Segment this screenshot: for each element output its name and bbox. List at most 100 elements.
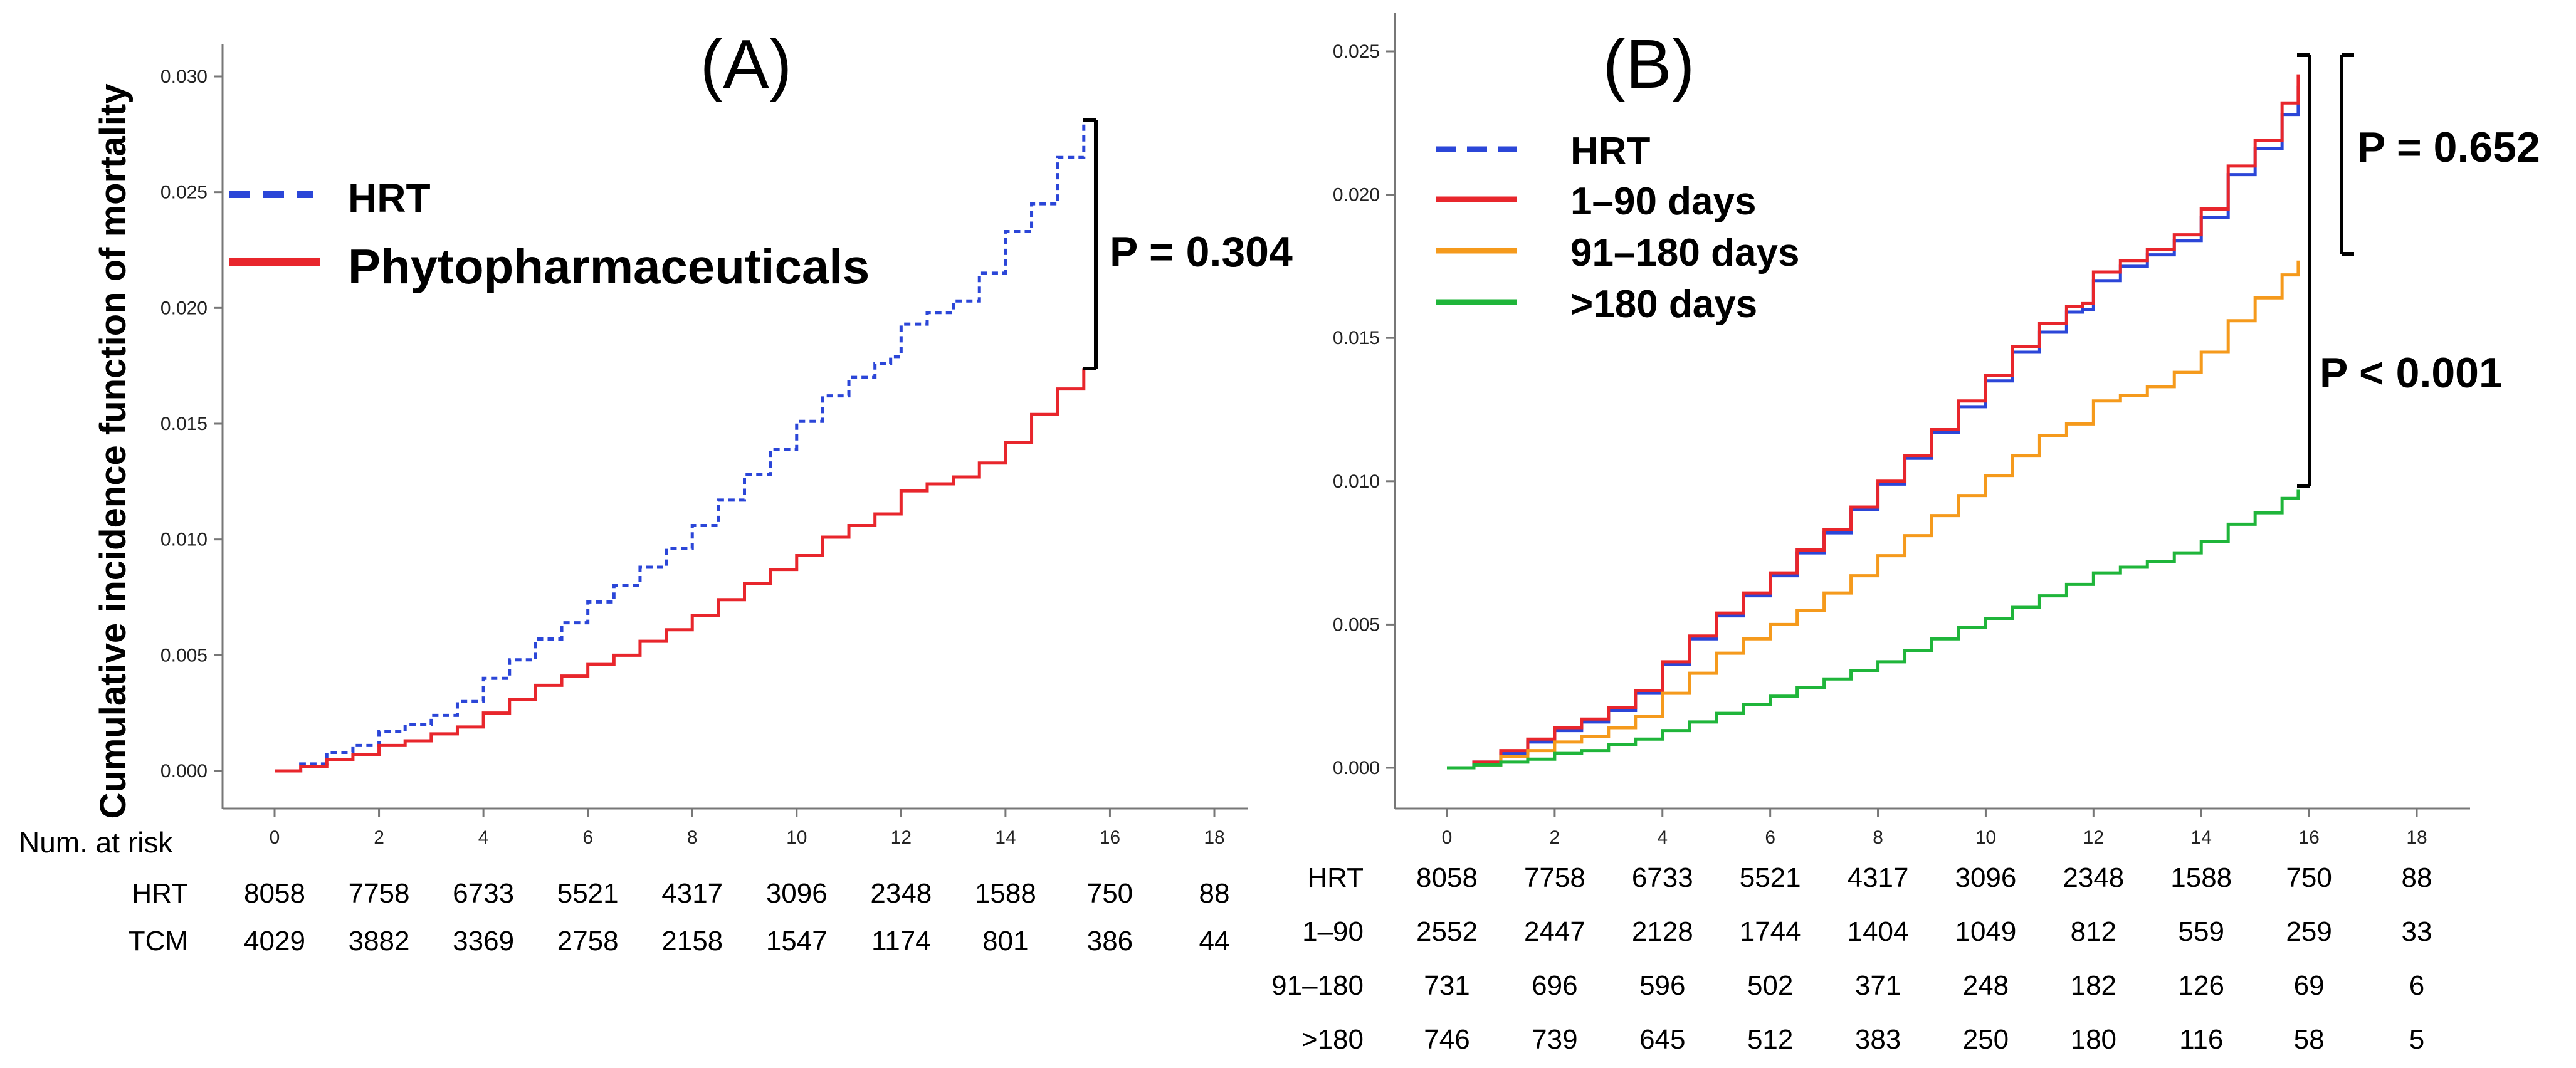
risk-cell: 1744 — [1740, 916, 1801, 947]
risk-cell: 559 — [2179, 916, 2224, 947]
risk-cell: 386 — [1087, 926, 1133, 956]
risk-cell: 6733 — [453, 878, 514, 909]
risk-cell: 4029 — [244, 926, 305, 956]
x-tick-label: 18 — [1204, 827, 1224, 848]
panel-b-legend-label-180plus: >180 days — [1570, 283, 1757, 326]
risk-cell: 750 — [2286, 862, 2332, 893]
x-tick-label: 6 — [1765, 827, 1775, 848]
risk-row-label: 1–90 — [1302, 916, 1364, 947]
y-tick-label: 0.030 — [160, 66, 208, 87]
y-tick-label: 0.005 — [160, 645, 208, 666]
risk-cell: 33 — [2402, 916, 2432, 947]
panel-a-legend-label-hrt: HRT — [348, 175, 431, 221]
y-tick-label: 0.020 — [160, 298, 208, 318]
risk-cell: 182 — [2071, 970, 2116, 1001]
x-tick-label: 4 — [1657, 827, 1668, 848]
risk-cell: 2128 — [1632, 916, 1693, 947]
panel-b-legend-label-1-90: 1–90 days — [1570, 180, 1756, 223]
series-line--180-days — [1447, 490, 2300, 770]
x-tick-label: 18 — [2406, 827, 2427, 848]
x-tick-label: 14 — [995, 827, 1016, 848]
panel-b-y-ticks: 0.000 0.005 0.010 0.015 0.020 0.025 — [1333, 41, 1395, 778]
risk-cell: 5521 — [1740, 862, 1801, 893]
y-tick-label: 0.000 — [160, 761, 208, 782]
panel-a-risk-table-header: Num. at risk — [19, 826, 173, 859]
panel-a-series — [275, 122, 1086, 773]
risk-cell: 739 — [1532, 1024, 1577, 1055]
x-tick-label: 14 — [2191, 827, 2212, 848]
risk-row-label: >180 — [1301, 1024, 1364, 1055]
risk-cell: 383 — [1855, 1024, 1901, 1055]
panel-a-p-value: P = 0.304 — [1110, 228, 1293, 276]
panel-a-x-ticks: 0 2 4 6 8 10 12 14 16 18 — [270, 809, 1225, 848]
risk-cell: 7758 — [349, 878, 410, 909]
x-tick-label: 16 — [1100, 827, 1120, 848]
x-tick-label: 10 — [1975, 827, 1996, 848]
x-tick-label: 2 — [374, 827, 384, 848]
risk-row-label: HRT — [132, 878, 188, 909]
risk-cell: 746 — [1424, 1024, 1469, 1055]
risk-cell: 8058 — [244, 878, 305, 909]
risk-cell: 58 — [2294, 1024, 2325, 1055]
risk-cell: 2447 — [1524, 916, 1585, 947]
panel-b-legend-label-91-180: 91–180 days — [1570, 231, 1799, 275]
risk-cell: 1547 — [766, 926, 828, 956]
panel-a-legend: HRT Phytopharmaceuticals — [229, 175, 870, 294]
risk-cell: 1049 — [1955, 916, 2016, 947]
y-tick-label: 0.000 — [1333, 758, 1380, 778]
x-tick-label: 8 — [687, 827, 698, 848]
risk-cell: 5 — [2409, 1024, 2424, 1055]
risk-cell: 2348 — [870, 878, 932, 909]
y-tick-label: 0.020 — [1333, 185, 1380, 206]
series-line-phytopharmaceuticals — [275, 368, 1086, 773]
x-tick-label: 10 — [786, 827, 807, 848]
panel-b-legend-label-hrt: HRT — [1570, 130, 1651, 173]
y-tick-label: 0.015 — [160, 414, 208, 434]
y-tick-label: 0.010 — [1333, 471, 1380, 492]
risk-cell: 6 — [2409, 970, 2424, 1001]
risk-cell: 1174 — [871, 926, 931, 956]
risk-cell: 596 — [1639, 970, 1685, 1001]
y-tick-label: 0.015 — [1333, 328, 1380, 348]
risk-cell: 126 — [2179, 970, 2224, 1001]
y-tick-label: 0.010 — [160, 530, 208, 550]
y-tick-label: 0.025 — [1333, 41, 1380, 62]
risk-cell: 1588 — [2170, 862, 2232, 893]
risk-cell: 4317 — [1848, 862, 1909, 893]
panel-a-y-axis-title: Cumulative incidence function of mortali… — [93, 83, 134, 819]
series-line-1-90-days — [1447, 74, 2300, 770]
risk-row-label: HRT — [1307, 862, 1364, 893]
panel-a-risk-table: HRT 8058 7758 6733 5521 4317 3096 2348 1588 750 88… — [129, 878, 1230, 956]
panel-b-x-ticks: 0 2 4 6 8 10 12 14 16 18 — [1442, 809, 2427, 848]
x-tick-label: 16 — [2298, 827, 2319, 848]
risk-cell: 645 — [1639, 1024, 1685, 1055]
x-tick-label: 0 — [1442, 827, 1453, 848]
panel-b-p-value-1: P = 0.652 — [2357, 123, 2540, 171]
risk-cell: 3882 — [349, 926, 410, 956]
series-line-hrt — [1447, 85, 2300, 770]
x-tick-label: 6 — [582, 827, 593, 848]
risk-cell: 812 — [2071, 916, 2116, 947]
panel-a-y-ticks: 0.000 0.005 0.010 0.015 0.020 0.025 0.030 — [160, 66, 223, 782]
risk-cell: 3096 — [766, 878, 828, 909]
panel-b: (B) 0.000 0.005 0.010 0.015 0.020 0.025 0 2 4 6 8… — [1271, 13, 2540, 1055]
risk-cell: 502 — [1747, 970, 1793, 1001]
series-line-91-180-days — [1447, 260, 2300, 770]
risk-row-label: 91–180 — [1271, 970, 1364, 1001]
risk-cell: 2552 — [1416, 916, 1478, 947]
panel-a-label: (A) — [700, 26, 792, 103]
series-line-hrt — [275, 122, 1086, 773]
risk-cell: 3369 — [453, 926, 514, 956]
x-tick-label: 12 — [891, 827, 912, 848]
x-tick-label: 8 — [1873, 827, 1883, 848]
risk-cell: 248 — [1963, 970, 2009, 1001]
risk-cell: 731 — [1424, 970, 1469, 1001]
risk-cell: 8058 — [1416, 862, 1478, 893]
risk-cell: 696 — [1532, 970, 1577, 1001]
risk-cell: 259 — [2286, 916, 2332, 947]
panel-b-legend: HRT 1–90 days 91–180 days >180 days — [1436, 130, 1799, 326]
risk-cell: 69 — [2294, 970, 2325, 1001]
risk-cell: 180 — [2071, 1024, 2116, 1055]
y-tick-label: 0.005 — [1333, 614, 1380, 635]
